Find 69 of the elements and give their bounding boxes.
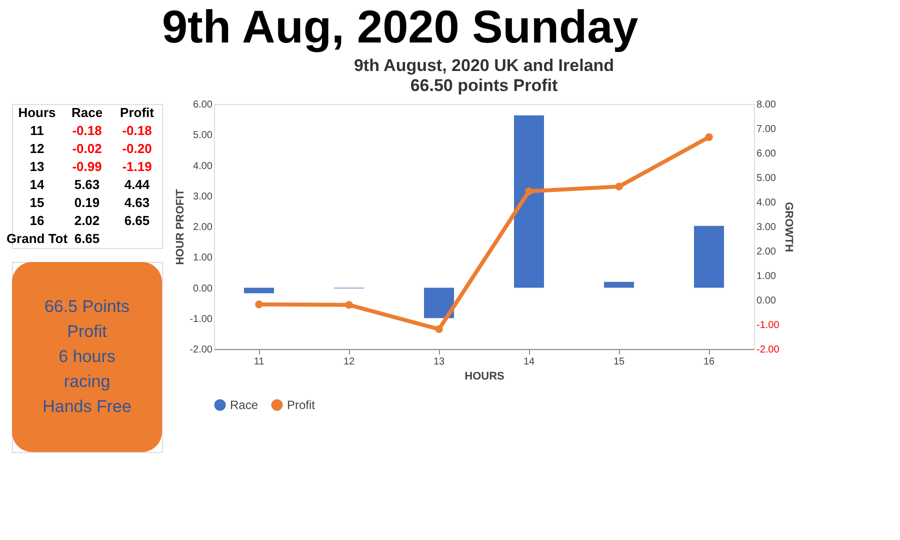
y-tick-label: -2.00	[190, 344, 213, 356]
y-tick-label: 5.00	[193, 130, 213, 142]
x-tick-label: 13	[433, 356, 445, 368]
text: -0.02	[72, 141, 102, 156]
bar	[694, 226, 724, 288]
text: 66.5 Points Profit 6 hours racing Hands Free	[42, 297, 132, 416]
point	[705, 133, 713, 141]
x-tick-label: 16	[703, 356, 715, 368]
text: Race	[71, 105, 103, 120]
bar	[514, 115, 544, 288]
point	[525, 187, 533, 196]
point	[615, 182, 623, 190]
legend-label: Race	[230, 398, 258, 412]
y2-tick-label: -1.00	[756, 320, 780, 331]
chart-title: 9th Aug, 2020 Sunday	[162, 0, 639, 52]
y2-tick-label: -2.00	[756, 344, 780, 356]
text: -1.19	[122, 159, 152, 174]
text: 2.02	[74, 213, 100, 228]
y-tick-label: 3.00	[193, 191, 213, 202]
y-axis-title: HOUR PROFIT	[174, 188, 187, 265]
point	[435, 325, 443, 334]
text: 12	[30, 141, 44, 156]
y2-tick-label: 4.00	[756, 198, 776, 208]
y-tick-label: 0.00	[193, 283, 213, 294]
y2-axis-title: GROWTH	[782, 202, 794, 252]
x-tick-label: 15	[613, 356, 625, 368]
text: Hours	[18, 105, 56, 120]
legend-label: Profit	[287, 398, 316, 412]
point	[255, 300, 263, 308]
text: 14	[30, 177, 45, 192]
x-tick-label: 14	[523, 356, 535, 368]
text: Grand Tot	[6, 231, 68, 246]
x-axis-title: HOURS	[464, 370, 504, 382]
text: 4.44	[124, 177, 150, 192]
bar	[604, 282, 634, 288]
text: 0.19	[74, 195, 100, 210]
bar	[424, 288, 454, 318]
y2-tick-label: 3.00	[756, 222, 776, 233]
text: 4.63	[124, 195, 150, 210]
y-tick-label: 1.00	[193, 252, 213, 264]
y2-tick-label: 6.00	[756, 148, 776, 160]
text: 6.65	[124, 213, 150, 228]
y2-tick-label: 8.00	[756, 100, 776, 110]
y2-tick-label: 5.00	[756, 173, 776, 184]
y2-tick-label: 2.00	[756, 246, 776, 258]
x-tick-label: 12	[343, 356, 355, 368]
y2-tick-label: 7.00	[756, 124, 776, 135]
text: 13	[30, 159, 44, 174]
chart-subtitle: 9th August, 2020 UK and Ireland	[354, 56, 614, 75]
bar	[244, 288, 274, 294]
text: -0.99	[72, 159, 102, 174]
text: 6.65	[74, 231, 100, 246]
text: -0.20	[122, 141, 152, 156]
y-tick-label: 6.00	[193, 100, 213, 110]
text: Profit	[120, 105, 155, 120]
text: -0.18	[72, 123, 102, 138]
text: 11	[30, 123, 44, 138]
text: 16	[30, 213, 44, 228]
point	[345, 301, 353, 309]
x-tick-label: 11	[254, 356, 265, 368]
y2-tick-label: 1.00	[756, 271, 776, 282]
text: -0.18	[122, 123, 152, 138]
text: 15	[30, 195, 44, 210]
y-tick-label: 2.00	[193, 222, 213, 233]
text: 66.50 points Profit	[410, 76, 558, 95]
y-tick-label: 4.00	[193, 160, 213, 172]
text: 5.63	[74, 177, 100, 192]
y-tick-label: -1.00	[190, 314, 213, 325]
y2-tick-label: 0.00	[756, 296, 776, 306]
